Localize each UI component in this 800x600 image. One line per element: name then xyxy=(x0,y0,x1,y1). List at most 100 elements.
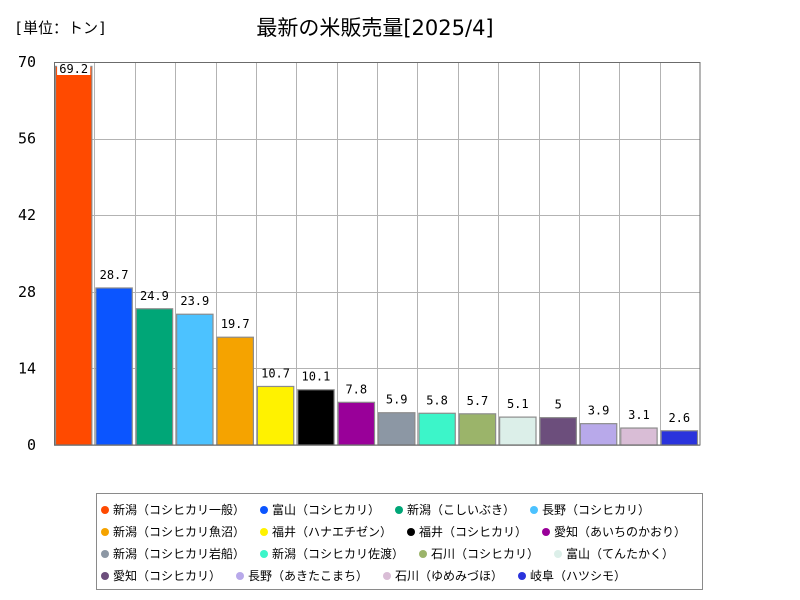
legend-label: 石川（ゆめみづほ） xyxy=(395,569,504,583)
data-label: 3.9 xyxy=(588,404,610,418)
legend-item: 福井（コシヒカリ） xyxy=(407,521,527,543)
gridlines xyxy=(54,62,700,446)
legend-item: 新潟（コシヒカリ佐渡） xyxy=(260,543,404,565)
legend-label: 富山（コシヒカリ） xyxy=(272,503,381,517)
legend-dot-icon xyxy=(236,572,245,580)
bar xyxy=(176,313,214,446)
legend-item: 愛知（コシヒカリ） xyxy=(101,565,221,587)
bar xyxy=(377,412,416,446)
legend-dot-icon xyxy=(101,550,109,558)
bar xyxy=(337,401,376,446)
legend-dot-icon xyxy=(260,506,269,514)
legend-item: 富山（てんたかく） xyxy=(554,543,674,565)
data-label: 5.9 xyxy=(386,393,408,407)
data-label: 23.9 xyxy=(180,294,209,308)
legend-dot-icon xyxy=(518,572,527,580)
data-labels: 69.2 28.7 24.9 23.9 19.7 10.7 10.1 7.8 5.9 5.8 5.7… xyxy=(57,62,690,425)
legend-item: 福井（ハナエチゼン） xyxy=(260,521,392,543)
bar xyxy=(54,65,93,446)
bar xyxy=(539,417,577,446)
legend-label: 長野（あきたこまち） xyxy=(248,569,369,583)
legend-item: 新潟（コシヒカリ魚沼） xyxy=(101,521,245,543)
legend-item: 富山（コシヒカリ） xyxy=(260,499,380,521)
legend-dot-icon xyxy=(101,506,109,514)
bar xyxy=(579,423,618,446)
legend-dot-icon xyxy=(260,528,269,536)
legend-label: 福井（コシヒカリ） xyxy=(419,525,528,539)
legend-item: 愛知（あいちのかおり） xyxy=(542,521,686,543)
y-tick-label: 0 xyxy=(27,436,36,454)
bar xyxy=(216,336,254,446)
data-label: 10.1 xyxy=(301,370,330,384)
bar xyxy=(458,413,497,446)
legend-dot-icon xyxy=(542,528,551,536)
plot-border xyxy=(54,62,701,446)
bar xyxy=(418,412,456,446)
legend-item: 新潟（コシヒカリ岩船） xyxy=(101,543,245,565)
legend-label: 石川（コシヒカリ） xyxy=(431,547,540,561)
bar xyxy=(660,430,699,446)
data-label: 5.1 xyxy=(507,397,529,411)
legend-label: 福井（ハナエチゼン） xyxy=(272,525,393,539)
y-tick-label: 56 xyxy=(18,130,36,148)
legend-label: 長野（コシヒカリ） xyxy=(542,503,651,517)
legend-item: 新潟（コシヒカリ一般） xyxy=(101,499,245,521)
data-label-background xyxy=(57,64,91,75)
legend-label: 新潟（コシヒカリ岩船） xyxy=(113,547,246,561)
legend-label: 愛知（コシヒカリ） xyxy=(113,569,222,583)
y-tick-label: 28 xyxy=(18,283,36,301)
legend-item: 岐阜（ハツシモ） xyxy=(518,565,626,587)
legend-dot-icon xyxy=(101,572,109,580)
legend: 新潟（コシヒカリ一般） 富山（コシヒカリ） 新潟（こしいぶき） 長野（コシヒカリ） 新潟… xyxy=(96,493,703,590)
y-axis-ticks: 0 14 28 42 56 70 xyxy=(18,53,36,454)
legend-item: 石川（ゆめみづほ） xyxy=(383,565,503,587)
chart-title: 最新の米販売量[2025/4] xyxy=(256,16,494,40)
y-tick-label: 70 xyxy=(18,53,36,71)
bar xyxy=(95,287,133,446)
data-label: 3.1 xyxy=(628,408,650,422)
bar xyxy=(135,308,174,446)
legend-dot-icon xyxy=(383,572,392,580)
legend-label: 新潟（こしいぶき） xyxy=(407,503,516,517)
legend-row: 新潟（コシヒカリ一般） 富山（コシヒカリ） 新潟（こしいぶき） 長野（コシヒカリ） xyxy=(101,499,702,521)
legend-dot-icon xyxy=(530,506,539,514)
legend-item: 長野（あきたこまち） xyxy=(236,565,368,587)
legend-label: 新潟（コシヒカリ一般） xyxy=(113,503,246,517)
bar xyxy=(499,416,537,446)
data-label: 10.7 xyxy=(261,366,290,380)
legend-dot-icon xyxy=(101,528,109,536)
y-tick-label: 42 xyxy=(18,206,36,224)
legend-item: 長野（コシヒカリ） xyxy=(530,499,650,521)
bars xyxy=(54,65,699,446)
unit-label: [単位：トン] xyxy=(14,19,108,37)
legend-label: 岐阜（ハツシモ） xyxy=(530,569,627,583)
legend-row: 新潟（コシヒカリ魚沼） 福井（ハナエチゼン） 福井（コシヒカリ） 愛知（あいちのかおり… xyxy=(101,521,702,543)
legend-dot-icon xyxy=(260,550,269,558)
data-label: 5.8 xyxy=(426,393,448,407)
legend-row: 愛知（コシヒカリ） 長野（あきたこまち） 石川（ゆめみづほ） 岐阜（ハツシモ） xyxy=(101,565,702,587)
legend-label: 富山（てんたかく） xyxy=(566,547,675,561)
legend-label: 新潟（コシヒカリ佐渡） xyxy=(272,547,405,561)
legend-row: 新潟（コシヒカリ岩船） 新潟（コシヒカリ佐渡） 石川（コシヒカリ） 富山（てんたかく） xyxy=(101,543,702,565)
data-label: 7.8 xyxy=(345,382,367,396)
legend-dot-icon xyxy=(395,506,404,514)
bar xyxy=(620,427,658,446)
legend-dot-icon xyxy=(554,550,563,558)
legend-item: 新潟（こしいぶき） xyxy=(395,499,515,521)
data-label: 5 xyxy=(555,398,562,412)
y-tick-label: 14 xyxy=(18,359,36,377)
data-label: 5.7 xyxy=(467,394,489,408)
data-label: 28.7 xyxy=(100,268,129,282)
bar xyxy=(297,389,335,446)
legend-dot-icon xyxy=(419,550,428,558)
data-label: 2.6 xyxy=(668,411,690,425)
legend-dot-icon xyxy=(407,528,416,536)
data-label: 24.9 xyxy=(140,289,169,303)
data-label: 69.2 xyxy=(59,62,88,76)
bar xyxy=(256,385,295,446)
data-label: 19.7 xyxy=(221,317,250,331)
legend-label: 新潟（コシヒカリ魚沼） xyxy=(113,525,246,539)
legend-label: 愛知（あいちのかおり） xyxy=(554,525,687,539)
